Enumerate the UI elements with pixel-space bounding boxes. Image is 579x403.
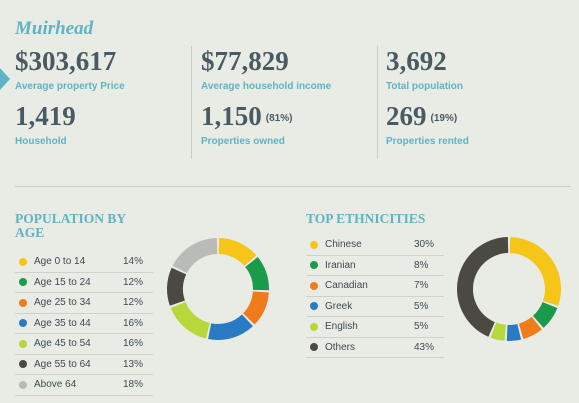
legend-pct: 8% [414, 259, 429, 271]
age-slice [170, 301, 210, 339]
age-slice [245, 257, 269, 291]
legend-label: Above 64 [34, 379, 77, 391]
stat-total-population: 3,692 Total population [386, 46, 463, 92]
top-ethnicities-legend: Chinese 30% Iranian 8% Canadian 7% Greek 5% Engl… [306, 235, 444, 358]
ethnicity-legend-item: Canadian 7% [306, 276, 444, 297]
stat-label: Average household income [201, 80, 332, 92]
age-legend-item: Age 45 to 54 16% [15, 334, 153, 355]
legend-pct: 14% [123, 256, 144, 268]
suburb-title: Muirhead [15, 18, 94, 39]
stat-value: $77,829 [201, 46, 289, 76]
stat-value: 269 (19%) [386, 101, 458, 131]
age-slice [218, 238, 257, 266]
legend-label: Age 35 to 44 [34, 317, 91, 329]
legend-label: Iranian [325, 259, 356, 271]
stat-avg-property-price: $303,617 Average property Price [15, 46, 125, 92]
column-divider [191, 46, 192, 159]
legend-dot-icon [19, 257, 27, 266]
section-divider [15, 186, 571, 187]
ethnicity-legend-item: Greek 5% [306, 297, 444, 317]
legend-pct: 7% [414, 280, 429, 292]
age-slice [167, 267, 187, 306]
legend-dot-icon [310, 261, 318, 270]
legend-label: Age 25 to 34 [34, 297, 91, 309]
ethnicity-legend-item: Iranian 8% [306, 256, 444, 276]
stat-value: 1,419 [15, 101, 76, 131]
legend-label: Chinese [325, 239, 362, 251]
stat-properties-rented: 269 (19%) Properties rented [386, 101, 469, 147]
stat-value: 3,692 [386, 46, 447, 76]
age-legend-item: Age 55 to 64 13% [15, 355, 153, 375]
ethnicity-legend-item: Chinese 30% [306, 235, 444, 256]
legend-pct: 12% [123, 276, 144, 288]
legend-label: Others [325, 341, 356, 353]
legend-dot-icon [19, 278, 27, 287]
legend-pct: 16% [123, 317, 144, 329]
stat-properties-owned: 1,150 (81%) Properties owned [201, 101, 292, 147]
legend-label: Age 0 to 14 [34, 256, 86, 268]
legend-dot-icon [310, 240, 318, 249]
legend-pct: 18% [123, 379, 144, 391]
stat-label: Properties rented [386, 135, 469, 147]
legend-pct: 13% [123, 358, 144, 370]
legend-dot-icon [19, 339, 27, 348]
legend-pct: 43% [414, 341, 435, 353]
age-legend-item: Age 15 to 24 12% [15, 273, 153, 293]
age-legend-item: Above 64 18% [15, 375, 153, 396]
stat-label: Total population [386, 80, 464, 92]
top-ethnicities-donut [457, 237, 561, 341]
legend-dot-icon [310, 281, 318, 290]
legend-label: Age 45 to 54 [34, 338, 91, 350]
legend-dot-icon [310, 322, 318, 331]
legend-pct: 5% [414, 321, 429, 333]
ethnicity-slice [509, 237, 561, 306]
age-legend-item: Age 25 to 34 12% [15, 293, 153, 314]
legend-label: Age 55 to 64 [34, 358, 91, 370]
top-ethnicities-heading: TOP ETHNICITIES [306, 211, 426, 226]
stat-label: Household [15, 135, 67, 147]
age-legend-item: Age 35 to 44 16% [15, 314, 153, 334]
stat-label: Properties owned [201, 135, 285, 147]
legend-label: Age 15 to 24 [34, 276, 91, 288]
stat-avg-household-income: $77,829 Average household income [201, 46, 331, 92]
legend-dot-icon [19, 360, 27, 369]
age-slice [243, 291, 269, 325]
population-by-age-donut [167, 238, 269, 340]
stat-household: 1,419 Household [15, 101, 80, 147]
stat-value: $303,617 [15, 46, 117, 76]
arrow-marker-icon [0, 68, 10, 90]
ethnicity-legend-item: English 5% [306, 317, 444, 338]
ethnicity-legend-item: Others 43% [306, 338, 444, 358]
legend-dot-icon [19, 298, 27, 307]
population-by-age-legend: Age 0 to 14 14% Age 15 to 24 12% Age 25 to 3… [15, 252, 153, 396]
legend-dot-icon [19, 319, 27, 328]
legend-dot-icon [310, 302, 318, 311]
ethnicity-slice [532, 302, 558, 328]
stat-label: Average property Price [15, 80, 125, 92]
legend-pct: 16% [123, 338, 144, 350]
ethnicity-slice [490, 322, 506, 341]
legend-label: Greek [325, 300, 353, 312]
legend-pct: 12% [123, 297, 144, 309]
legend-label: English [325, 321, 358, 333]
stat-value: 1,150 (81%) [201, 101, 293, 131]
age-slice [172, 238, 218, 274]
age-slice [208, 314, 253, 340]
legend-pct: 30% [414, 239, 435, 251]
ethnicity-slice [518, 316, 542, 339]
column-divider [377, 46, 378, 159]
age-legend-item: Age 0 to 14 14% [15, 252, 153, 273]
ethnicity-slice [506, 324, 522, 341]
legend-label: Canadian [325, 280, 368, 292]
legend-pct: 5% [414, 300, 429, 312]
legend-dot-icon [310, 343, 318, 352]
population-by-age-heading: POPULATION BY AGE [15, 211, 127, 240]
legend-dot-icon [19, 380, 27, 389]
ethnicity-slice [457, 237, 509, 337]
